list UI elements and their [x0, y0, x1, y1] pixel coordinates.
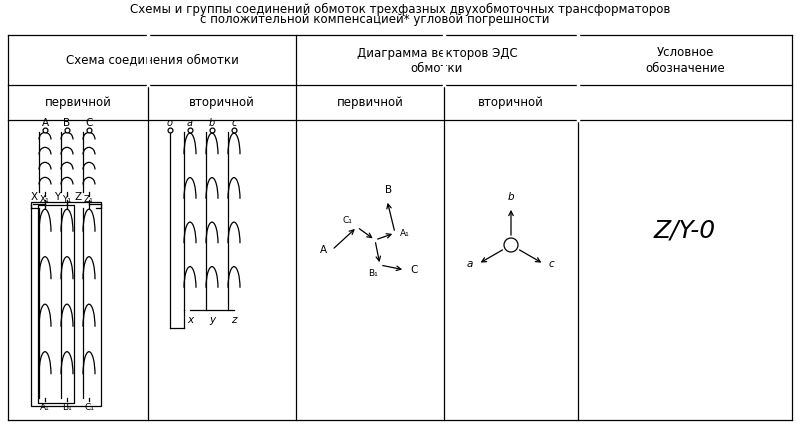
- Text: B₁: B₁: [62, 403, 72, 412]
- Text: Z/Y-0: Z/Y-0: [654, 218, 716, 242]
- Text: первичной: первичной: [337, 96, 403, 109]
- Text: c: c: [231, 118, 237, 128]
- Text: B: B: [386, 185, 393, 195]
- Text: A₁: A₁: [400, 228, 410, 237]
- Text: b: b: [209, 118, 215, 128]
- Text: Схемы и группы соединений обмоток трехфазных двухобмоточных трансформаторов: Схемы и группы соединений обмоток трехфа…: [130, 3, 670, 15]
- Text: z: z: [231, 315, 237, 325]
- Text: x: x: [187, 315, 193, 325]
- Text: Условное: Условное: [656, 46, 714, 59]
- Text: Y₁: Y₁: [62, 196, 71, 205]
- Text: Диаграмма векторов ЭДС: Диаграмма векторов ЭДС: [357, 46, 518, 59]
- Text: вторичной: вторичной: [189, 96, 255, 109]
- Text: обмотки: обмотки: [411, 61, 463, 74]
- Text: b: b: [508, 192, 514, 202]
- Text: первичной: первичной: [45, 96, 111, 109]
- Text: Схема соединения обмотки: Схема соединения обмотки: [66, 53, 238, 67]
- Text: C₁: C₁: [342, 216, 352, 225]
- Text: X₁: X₁: [40, 196, 50, 205]
- Text: y: y: [209, 315, 215, 325]
- Text: обозначение: обозначение: [645, 61, 725, 74]
- Bar: [38, 205, 74, 403]
- Text: a: a: [187, 118, 193, 128]
- Bar: [31, 202, 101, 406]
- Text: A₁: A₁: [40, 403, 50, 412]
- Text: X: X: [31, 192, 38, 202]
- Text: o: o: [167, 118, 173, 128]
- Text: C: C: [86, 118, 93, 128]
- Text: a: a: [466, 259, 473, 269]
- Text: B: B: [63, 118, 70, 128]
- Text: вторичной: вторичной: [478, 96, 544, 109]
- Text: с положительной компенсацией* угловой погрешности: с положительной компенсацией* угловой по…: [200, 13, 550, 27]
- Text: Z: Z: [75, 192, 82, 202]
- Text: B₁: B₁: [368, 269, 378, 278]
- Text: A: A: [320, 245, 327, 255]
- Text: A: A: [42, 118, 49, 128]
- Text: C₁: C₁: [84, 403, 94, 412]
- Text: c: c: [549, 259, 554, 269]
- Text: Y: Y: [54, 192, 60, 202]
- Text: C: C: [410, 265, 418, 275]
- Text: Z₁: Z₁: [84, 196, 94, 205]
